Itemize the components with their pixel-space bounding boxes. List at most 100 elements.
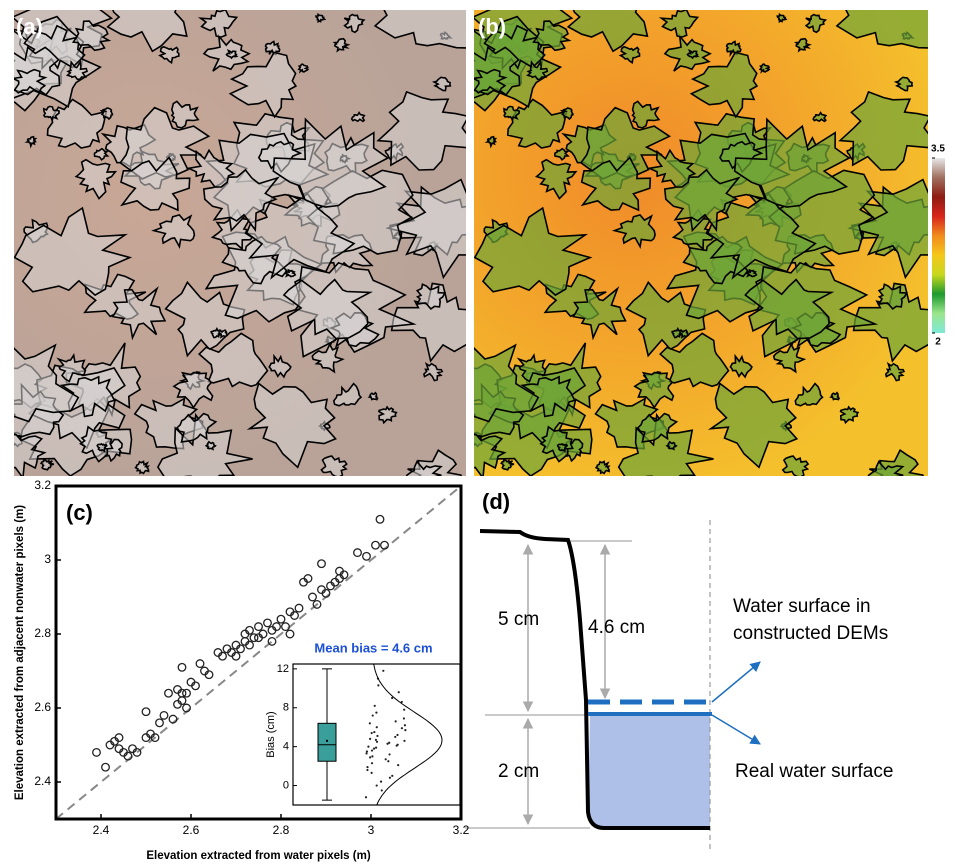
point (150, 733, 160, 743)
jitter-point (366, 768, 369, 772)
point (312, 599, 322, 609)
region-contour (679, 329, 690, 339)
region-contour (14, 343, 80, 423)
jitter-point (391, 774, 394, 777)
point (276, 614, 286, 624)
region-contour (838, 90, 928, 171)
y-tick-label: 12 (277, 663, 289, 675)
point (204, 670, 214, 680)
region-contour (96, 442, 109, 453)
region-contour (185, 148, 236, 188)
point (92, 747, 101, 757)
jitter-point (379, 780, 383, 783)
point (218, 651, 227, 661)
jitter-point (373, 704, 376, 707)
region-contour (516, 353, 547, 383)
point (123, 751, 133, 761)
jitter-point (377, 684, 380, 687)
region-contour (320, 455, 348, 476)
point (114, 733, 124, 743)
point (380, 540, 389, 550)
point (362, 551, 371, 561)
region-contour (579, 106, 672, 180)
jitter-point (396, 743, 399, 746)
jitter-point (369, 737, 372, 740)
jitter-point (371, 714, 374, 717)
jitter-point (375, 740, 379, 743)
point (339, 570, 349, 580)
y-axis-label: Elevation extracted from adjacent nonwat… (14, 505, 26, 800)
point (191, 681, 200, 691)
region-contour (170, 100, 200, 129)
point (285, 629, 295, 639)
region-contour (893, 76, 914, 92)
region-contour (228, 51, 298, 119)
region-contour (93, 147, 110, 161)
point (254, 622, 263, 632)
region-contour (373, 10, 466, 49)
jitter-point (397, 691, 400, 694)
jitter-point (375, 726, 378, 729)
region-contour (377, 405, 398, 425)
region-contour (204, 440, 217, 451)
region-contour (594, 460, 611, 475)
region-contour (314, 12, 327, 23)
point (249, 633, 259, 643)
point (177, 662, 187, 672)
jitter-point (375, 784, 378, 787)
point (308, 592, 317, 602)
box (317, 722, 337, 762)
region-contour (532, 20, 572, 52)
region-contour (111, 286, 167, 341)
point (290, 611, 299, 620)
jitter-point (380, 789, 383, 792)
dimension-label: 2 cm (498, 761, 539, 782)
region-contour (707, 382, 799, 469)
jitter-point (366, 765, 369, 769)
region-contour (282, 278, 373, 340)
jitter-point (388, 741, 391, 744)
colorbar-tick-label: 2 (935, 337, 941, 348)
region-contour (268, 353, 292, 379)
point (272, 622, 281, 632)
region-contour (218, 329, 229, 339)
jitter-point (394, 720, 397, 723)
image-panel-b (474, 10, 928, 476)
jitter-point (403, 724, 407, 727)
point (353, 548, 362, 558)
region-contour (350, 111, 366, 123)
jitter-point (397, 764, 400, 767)
region-contour (198, 332, 269, 388)
region-contour (689, 51, 759, 119)
region-contour (176, 412, 218, 443)
inset-y-label: Bias (cm) (265, 711, 277, 757)
y-tick-label: 2.4 (34, 774, 51, 788)
region-contour (14, 433, 47, 476)
region-contour (781, 455, 810, 476)
point (159, 710, 169, 720)
region-contour (744, 278, 835, 340)
region-contour (706, 192, 817, 280)
region-contour (539, 425, 574, 463)
y-tick-label: 2.8 (34, 626, 51, 640)
region-contour (284, 268, 297, 278)
region-contour (733, 117, 851, 208)
region-contour (772, 342, 807, 374)
inset-title: Mean bias = 4.6 cm (314, 640, 432, 655)
jitter-point (369, 756, 372, 759)
region-contour (636, 412, 679, 443)
jitter-point (368, 722, 371, 725)
jitter-point (394, 735, 397, 739)
jitter-point (400, 700, 403, 704)
region-contour (79, 425, 114, 463)
region-contour (99, 107, 114, 121)
region-contour (794, 37, 812, 53)
region-contour (74, 158, 118, 200)
reference-line (55, 485, 462, 820)
region-contour (534, 158, 578, 200)
point (371, 540, 380, 550)
jitter-point (370, 749, 374, 752)
annotation: Water surface in (733, 596, 871, 617)
colorbar (932, 158, 945, 333)
region-contour (520, 375, 576, 418)
